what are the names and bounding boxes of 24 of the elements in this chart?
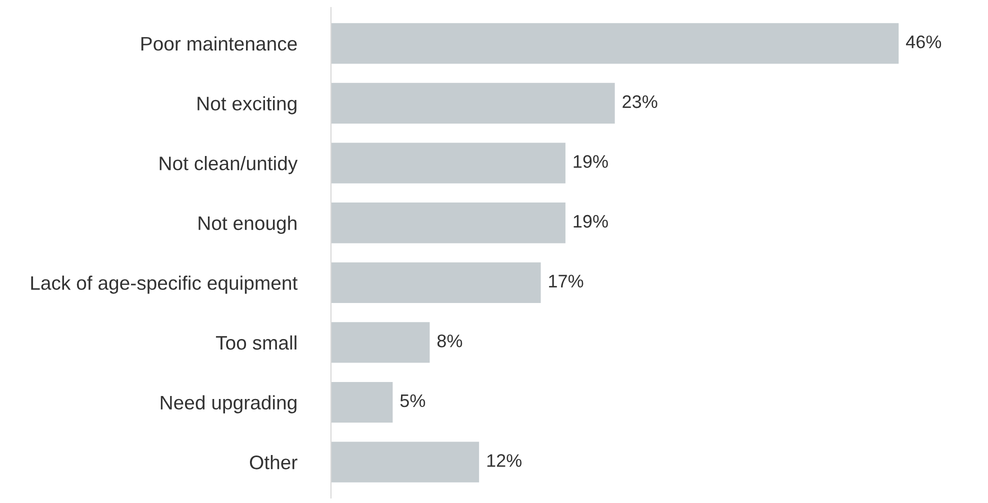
- data-label: 46%: [906, 35, 942, 48]
- data-label: 23%: [622, 95, 658, 108]
- y-tick-label: Not clean/untidy: [160, 156, 298, 174]
- y-tick-label: Lack of age-specific equipment: [31, 276, 298, 294]
- y-tick-label: Need upgrading: [160, 395, 296, 414]
- bar: [330, 322, 430, 363]
- bar: [330, 202, 566, 244]
- bar: [330, 142, 566, 184]
- y-tick-label: Not enough: [198, 216, 296, 234]
- bar: [330, 262, 541, 303]
- bar: [330, 442, 480, 482]
- y-tick-label: Too small: [216, 335, 296, 350]
- bar: [330, 382, 393, 423]
- y-tick-label: Not exciting: [198, 96, 296, 114]
- bar: [330, 82, 615, 124]
- y-tick-label: Other: [250, 455, 298, 470]
- data-label: 17%: [549, 274, 584, 288]
- bar: [330, 23, 899, 64]
- data-label: 12%: [487, 454, 522, 467]
- y-tick-label: Poor maintenance: [141, 36, 297, 51]
- data-label: 8%: [437, 334, 462, 348]
- data-label: 19%: [574, 214, 608, 228]
- data-label: 5%: [400, 394, 426, 408]
- data-label: 19%: [574, 155, 608, 168]
